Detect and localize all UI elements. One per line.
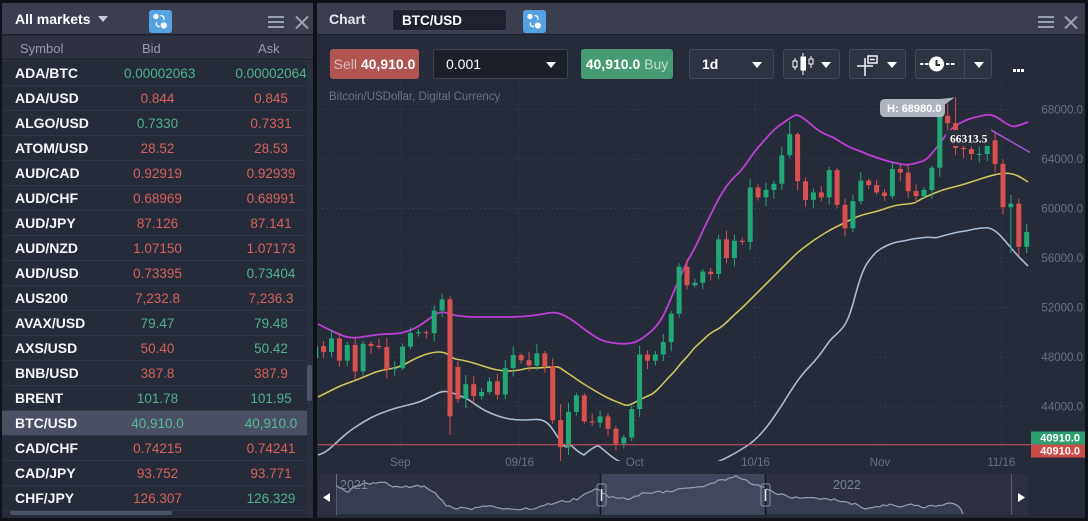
svg-text:66313.5: 66313.5 [950, 134, 988, 146]
svg-text:2022: 2022 [833, 478, 861, 492]
svg-text:48000.0: 48000.0 [1041, 352, 1083, 364]
svg-text:09/16: 09/16 [505, 457, 534, 469]
svg-text:60000.0: 60000.0 [1041, 204, 1083, 216]
svg-text:10/16: 10/16 [741, 457, 770, 469]
svg-text:64000.0: 64000.0 [1041, 154, 1083, 166]
svg-text:2021: 2021 [340, 478, 368, 492]
svg-text:68000.0: 68000.0 [1041, 105, 1083, 117]
svg-text:56000.0: 56000.0 [1041, 253, 1083, 265]
svg-text:Bitcoin/USDollar, Digital Curr: Bitcoin/USDollar, Digital Currency [329, 91, 501, 103]
svg-text:Oct: Oct [626, 457, 645, 469]
svg-text:40910.0: 40910.0 [1040, 446, 1080, 458]
svg-text:Sep: Sep [390, 457, 410, 469]
svg-text:44000.0: 44000.0 [1041, 402, 1083, 414]
svg-text:11/16: 11/16 [987, 457, 1015, 469]
svg-text:52000.0: 52000.0 [1041, 303, 1083, 315]
svg-text:40910.0: 40910.0 [1040, 433, 1080, 445]
svg-text:Nov: Nov [870, 457, 891, 469]
svg-text:H: 68980.0: H: 68980.0 [887, 103, 941, 115]
